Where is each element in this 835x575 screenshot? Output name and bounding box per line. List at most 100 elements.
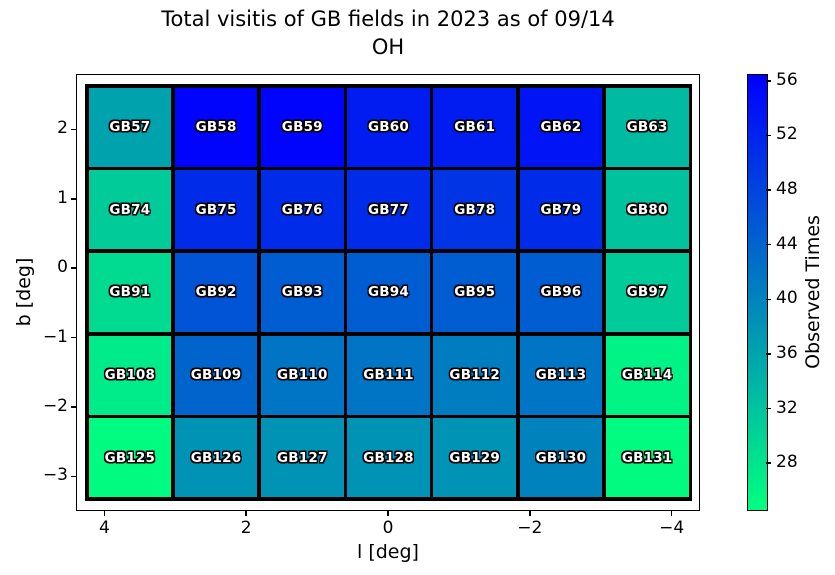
grid-cell-label: GB113 <box>535 367 587 384</box>
grid-cell: GB62 <box>519 87 603 167</box>
grid-cell: GB77 <box>347 170 430 250</box>
colorbar-tick-mark <box>766 243 771 246</box>
grid-cell: GB80 <box>605 170 689 250</box>
colorbar-tick-label: 48 <box>776 179 798 200</box>
grid-cell: GB94 <box>347 252 430 333</box>
grid-cell: GB60 <box>347 87 430 167</box>
x-tick-mark <box>529 511 531 516</box>
heatmap-grid: GB57 GB58 GB59 GB60 GB61 GB62 GB63 GB74 GB75 GB76… <box>85 84 692 501</box>
grid-cell: GB92 <box>174 252 258 333</box>
grid-cell-label: GB78 <box>454 201 496 218</box>
grid-cell-label: GB128 <box>363 449 414 466</box>
grid-cell-label: GB126 <box>190 449 242 466</box>
colorbar <box>747 74 768 511</box>
grid-cell-label: GB114 <box>621 367 673 384</box>
grid-cell-label: GB58 <box>195 119 237 136</box>
grid-cell: GB129 <box>433 418 517 498</box>
colorbar-tick-label: 56 <box>776 69 798 90</box>
grid-cell: GB130 <box>519 418 603 498</box>
grid-cell: GB110 <box>260 335 344 415</box>
grid-cell-label: GB62 <box>540 119 582 136</box>
colorbar-tick-mark <box>766 189 771 191</box>
grid-cell-label: GB93 <box>281 284 323 301</box>
grid-cell-label: GB75 <box>195 201 237 218</box>
grid-cell-label: GB79 <box>540 201 582 218</box>
grid-cell: GB131 <box>605 418 689 498</box>
grid-cell-label: GB61 <box>454 119 496 136</box>
y-tick-label: −1 <box>42 326 68 347</box>
grid-cell: GB75 <box>174 170 258 250</box>
grid-cell: GB109 <box>174 335 258 415</box>
colorbar-tick-label: 36 <box>776 342 798 363</box>
grid-cell: GB114 <box>605 335 689 415</box>
grid-cell: GB111 <box>347 335 430 415</box>
colorbar-tick-label: 28 <box>776 452 798 473</box>
grid-cell-label: GB125 <box>104 449 156 466</box>
x-tick-mark <box>670 511 673 516</box>
y-tick-label: 2 <box>57 118 68 139</box>
x-tick-label: −2 <box>517 518 543 538</box>
grid-cell-label: GB95 <box>454 284 496 301</box>
grid-cell-label: GB131 <box>621 449 673 466</box>
colorbar-tick-mark <box>766 80 771 82</box>
grid-cell-label: GB97 <box>626 284 668 301</box>
grid-cell-label: GB111 <box>363 367 414 384</box>
grid-cell-label: GB110 <box>277 367 328 384</box>
x-tick-label: 0 <box>382 518 394 538</box>
grid-cell: GB97 <box>605 252 689 333</box>
colorbar-tick-label: 52 <box>776 124 798 145</box>
x-tick-label: −4 <box>659 518 685 538</box>
colorbar-tick-label: 32 <box>776 397 798 418</box>
colorbar-tick-mark <box>766 353 771 355</box>
grid-cell: GB112 <box>433 335 517 415</box>
y-tick-label: 1 <box>57 187 68 208</box>
grid-cell-label: GB112 <box>449 367 500 384</box>
grid-cell: GB91 <box>88 252 172 333</box>
colorbar-tick-mark <box>766 134 771 137</box>
x-tick-mark <box>103 511 106 516</box>
y-tick-label: −3 <box>42 465 68 486</box>
y-tick-label: 0 <box>57 257 68 278</box>
grid-cell-label: GB76 <box>281 201 323 218</box>
grid-cell: GB79 <box>519 170 603 250</box>
grid-cell: GB126 <box>174 418 258 498</box>
x-tick-mark <box>245 511 247 516</box>
grid-cell-label: GB129 <box>449 449 500 466</box>
grid-cell-label: GB94 <box>368 284 409 301</box>
grid-cell: GB78 <box>433 170 517 250</box>
y-tick-mark <box>71 128 76 131</box>
x-tick-mark <box>387 511 389 516</box>
grid-cell-label: GB63 <box>626 119 668 136</box>
grid-cell: GB96 <box>519 252 603 333</box>
y-tick-mark <box>71 475 76 478</box>
grid-cell: GB57 <box>88 87 172 167</box>
grid-cell: GB113 <box>519 335 603 415</box>
grid-cell-label: GB92 <box>195 284 237 301</box>
grid-cell: GB93 <box>260 252 344 333</box>
colorbar-tick-label: 44 <box>776 233 798 254</box>
grid-cell-label: GB130 <box>535 449 587 466</box>
x-axis-label: l [deg] <box>357 541 419 563</box>
chart-title-line1: Total visitis of GB fields in 2023 as of… <box>161 7 615 31</box>
grid-cell: GB74 <box>88 170 172 250</box>
grid-cell-label: GB57 <box>109 119 151 136</box>
colorbar-tick-mark <box>766 298 771 301</box>
grid-cell: GB108 <box>88 335 172 415</box>
grid-cell-label: GB127 <box>277 449 328 466</box>
grid-cell-label: GB108 <box>104 367 156 384</box>
grid-cell: GB128 <box>347 418 430 498</box>
grid-cell: GB61 <box>433 87 517 167</box>
grid-cell-label: GB109 <box>190 367 242 384</box>
y-tick-mark <box>71 336 76 339</box>
grid-cell-label: GB59 <box>281 119 323 136</box>
grid-cell: GB127 <box>260 418 344 498</box>
grid-cell-label: GB60 <box>368 119 409 136</box>
y-tick-mark <box>71 198 76 200</box>
grid-cell: GB63 <box>605 87 689 167</box>
grid-cell: GB125 <box>88 418 172 498</box>
chart-title-line2: OH <box>371 35 405 59</box>
grid-cell: GB76 <box>260 170 344 250</box>
y-tick-mark <box>71 406 76 408</box>
y-tick-label: −2 <box>42 395 68 416</box>
